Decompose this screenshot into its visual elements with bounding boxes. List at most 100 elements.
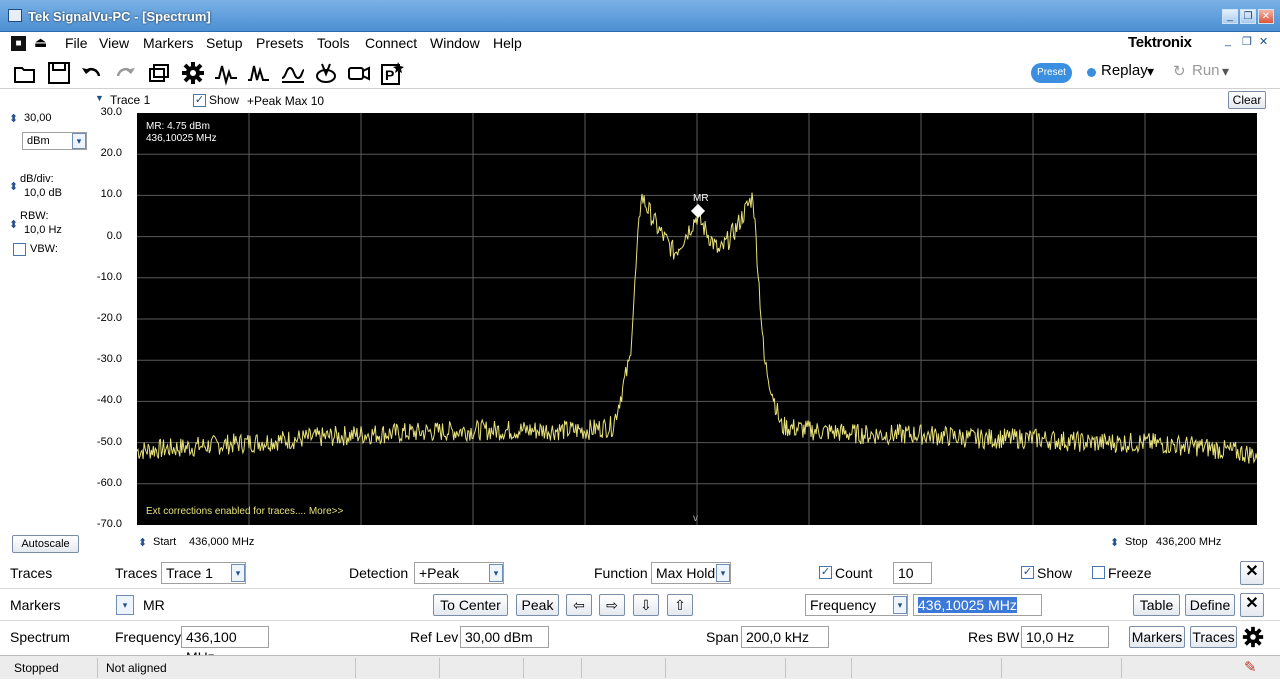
save-icon[interactable] <box>46 60 72 86</box>
peak-button[interactable]: Peak <box>516 594 559 616</box>
replay-status-dot-icon <box>1087 68 1096 77</box>
y-tick-label: -50.0 <box>96 435 122 448</box>
spectrum-display-icon[interactable] <box>280 60 306 86</box>
spectrum-settings-gear-icon[interactable] <box>1241 625 1265 649</box>
menu-presets[interactable]: Presets <box>256 35 304 51</box>
unit-select[interactable]: dBm <box>22 132 87 150</box>
sub-restore-button[interactable]: ❐ <box>1242 36 1252 48</box>
table-button[interactable]: Table <box>1133 594 1180 616</box>
readout-type-dropdown-icon[interactable]: ▾ <box>893 596 907 614</box>
spectrum-svg <box>137 113 1257 525</box>
spectrum-row-label: Spectrum <box>10 629 70 645</box>
close-window-button[interactable]: ✕ <box>1258 9 1274 24</box>
rbw-adjust-icon[interactable]: ⬍ <box>9 219 19 231</box>
run-button[interactable]: Run <box>1192 62 1220 79</box>
peak-right-icon[interactable]: ⇨ <box>599 594 625 616</box>
stop-adjust-icon[interactable]: ⬍ <box>1110 537 1120 549</box>
sub-minimize-button[interactable]: _ <box>1225 35 1232 47</box>
function-select[interactable]: Max Hold <box>651 562 731 584</box>
preset-button[interactable]: Preset <box>1031 63 1072 83</box>
settings-gear-icon[interactable] <box>180 60 206 86</box>
trace-collapse-icon[interactable]: ▼ <box>95 93 104 103</box>
marker-dropdown-icon[interactable]: ▾ <box>116 595 134 615</box>
rbw-value[interactable]: 10,0 Hz <box>24 224 62 236</box>
trace-selector[interactable]: Trace 1 <box>110 93 151 107</box>
connection-icon[interactable]: ✎ <box>1244 659 1257 676</box>
dbdiv-adjust-icon[interactable]: ⬍ <box>9 181 19 193</box>
ref-adjust-icon[interactable]: ⬍ <box>9 113 19 125</box>
open-folder-icon[interactable] <box>12 60 38 86</box>
vbw-checkbox[interactable] <box>13 243 26 256</box>
traces-label: Traces <box>115 565 158 581</box>
run-dropdown-icon[interactable]: ▾ <box>1222 63 1230 79</box>
start-adjust-icon[interactable]: ⬍ <box>138 537 148 549</box>
peak-left-icon[interactable]: ⇦ <box>566 594 592 616</box>
undo-icon[interactable] <box>79 60 105 86</box>
show-checkbox[interactable]: ✓ <box>1021 566 1034 579</box>
menu-help[interactable]: Help <box>493 35 522 51</box>
traces-row-label: Traces <box>10 565 53 581</box>
freeze-checkbox[interactable] <box>1092 566 1105 579</box>
trace-dropdown-icon[interactable]: ▾ <box>231 564 245 582</box>
marker-readout-type-select[interactable]: Frequency <box>805 594 908 616</box>
define-button[interactable]: Define <box>1185 594 1235 616</box>
count-input[interactable]: 10 <box>893 562 932 584</box>
acquire-icon[interactable] <box>213 60 239 86</box>
replay-dropdown-icon[interactable]: ▾ <box>1147 63 1155 79</box>
sub-close-button[interactable]: ✕ <box>1259 36 1269 48</box>
spectrum-plot[interactable]: MR: 4.75 dBm 436,10025 MHz MR Ext correc… <box>137 113 1257 525</box>
menu-connect[interactable]: Connect <box>365 35 418 51</box>
span-input[interactable]: 200,0 kHz <box>741 626 829 648</box>
autoscale-button[interactable]: Autoscale <box>12 535 79 553</box>
to-center-button[interactable]: To Center <box>433 594 508 616</box>
copy-window-icon[interactable] <box>146 60 172 86</box>
close-markers-icon[interactable]: ✕ <box>1240 593 1264 617</box>
menu-view[interactable]: View <box>99 35 130 51</box>
run-arrow-icon: ↻ <box>1173 63 1186 80</box>
start-frequency[interactable]: 436,000 MHz <box>189 536 255 548</box>
hand-tool-icon[interactable] <box>313 60 339 86</box>
unit-dropdown-icon[interactable]: ▾ <box>72 133 86 149</box>
detection-dropdown-icon[interactable]: ▾ <box>489 564 503 582</box>
dbdiv-value[interactable]: 10,0 dB <box>24 187 62 199</box>
redo-icon[interactable] <box>112 60 138 86</box>
marker-frequency-input[interactable]: 436,10025 MHz <box>913 594 1042 616</box>
ref-level-input[interactable]: 30,00 dBm <box>460 626 549 648</box>
markers-button[interactable]: Markers <box>1129 626 1185 648</box>
ref-level-value[interactable]: 30,00 <box>24 112 52 124</box>
app-menu-icon[interactable]: ■ <box>11 36 26 51</box>
menu-markers[interactable]: Markers <box>143 35 194 51</box>
print-preview-icon[interactable]: P <box>379 60 405 86</box>
show-trace-checkbox[interactable]: ✓ <box>193 94 206 107</box>
ext-corrections-note[interactable]: Ext corrections enabled for traces.... M… <box>146 506 344 517</box>
replay-button[interactable]: Replay <box>1101 62 1148 79</box>
restore-button[interactable]: ❐ <box>1240 9 1256 24</box>
menu-file[interactable]: File <box>65 35 88 51</box>
marker-select[interactable]: MR <box>143 597 165 613</box>
y-tick-label: 10.0 <box>100 188 122 201</box>
menu-tools[interactable]: Tools <box>317 35 350 51</box>
video-camera-icon[interactable] <box>346 60 372 86</box>
y-tick-label: -60.0 <box>96 476 122 489</box>
analysis-icon[interactable] <box>246 60 272 86</box>
clear-button[interactable]: Clear <box>1228 91 1266 109</box>
menu-setup[interactable]: Setup <box>206 35 243 51</box>
stop-frequency[interactable]: 436,200 MHz <box>1156 536 1222 548</box>
y-tick-label: -20.0 <box>96 312 122 324</box>
peak-up-icon[interactable]: ⇧ <box>667 594 693 616</box>
center-frequency-input[interactable]: 436,100 MHz <box>181 626 269 665</box>
peak-down-icon[interactable]: ⇩ <box>633 594 659 616</box>
traces-button[interactable]: Traces <box>1190 626 1237 648</box>
dbdiv-label: dB/div: <box>20 173 54 185</box>
eject-icon[interactable]: ⏏ <box>34 34 48 50</box>
trace-select[interactable]: Trace 1 <box>161 562 246 584</box>
detection-select[interactable]: +Peak <box>414 562 504 584</box>
ref-level-label: Ref Lev <box>410 629 459 645</box>
minimize-button[interactable]: _ <box>1222 9 1238 24</box>
status-segment-6 <box>582 658 666 678</box>
res-bw-input[interactable]: 10,0 Hz <box>1021 626 1109 648</box>
count-checkbox[interactable]: ✓ <box>819 566 832 579</box>
function-dropdown-icon[interactable]: ▾ <box>716 564 730 582</box>
close-traces-icon[interactable]: ✕ <box>1240 561 1264 585</box>
menu-window[interactable]: Window <box>430 35 480 51</box>
